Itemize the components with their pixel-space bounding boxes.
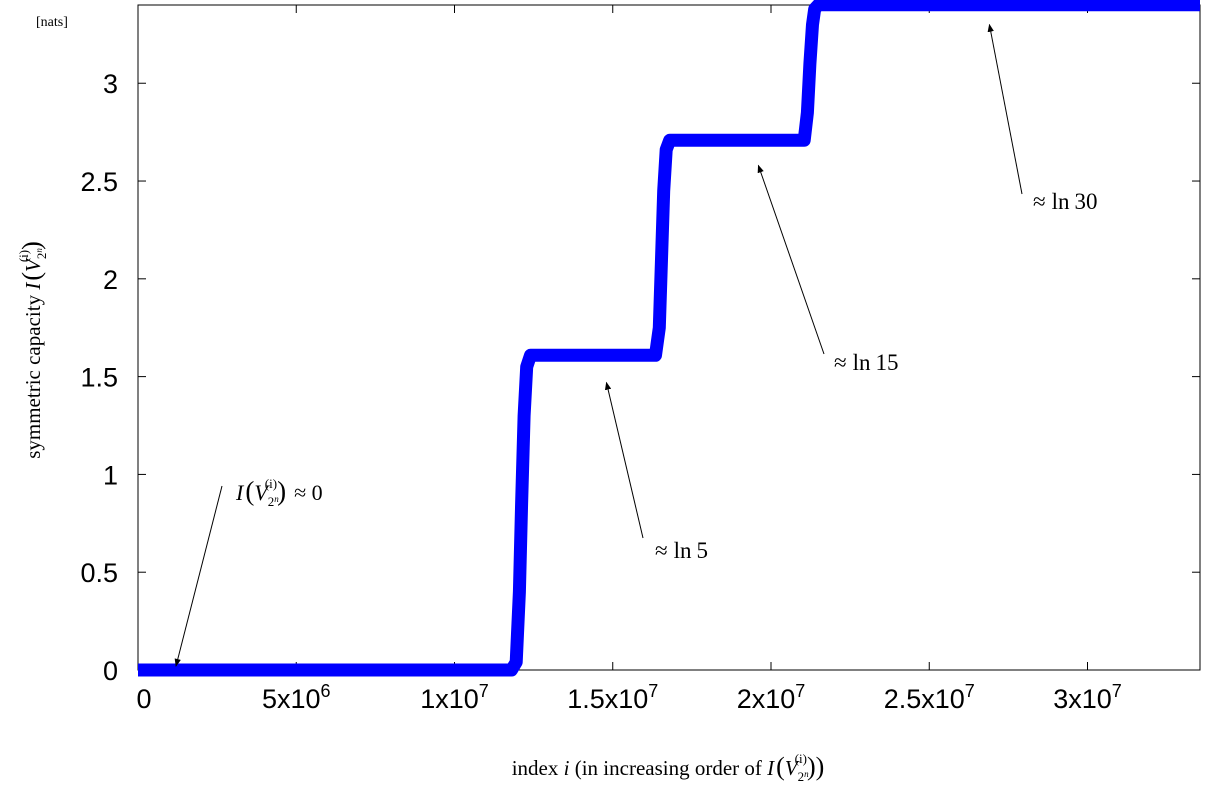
annotation-arrow	[604, 381, 644, 539]
x-tick-label: 0	[136, 684, 151, 714]
annotation-arrow	[757, 164, 825, 355]
x-tick-label: 2x107	[737, 681, 806, 714]
x-axis-ticks: 0 5x106 1x107 1.5x107 2x107 2.5x107 3x107	[136, 5, 1122, 714]
y-tick-label: 0.5	[80, 558, 118, 588]
annotation-label-ln5: ≈ ln 5	[655, 538, 708, 563]
y-axis-label: symmetric capacity I(V2n(i))	[16, 241, 49, 459]
y-tick-label: 2.5	[80, 167, 118, 197]
plot-frame	[137, 4, 1201, 671]
annotation-label-ln15: ≈ ln 15	[834, 350, 899, 375]
annotation-label-zero: I(V2n(i)) ≈ 0	[235, 476, 323, 509]
y-tick-label: 3	[103, 69, 118, 99]
x-axis-label: index i (in increasing order of I(V2n(i)…	[512, 751, 825, 784]
y-tick-label: 1	[103, 460, 118, 490]
x-tick-label: 3x107	[1053, 681, 1122, 714]
annotation-arrow	[987, 23, 1023, 195]
y-tick-label: 0	[103, 656, 118, 686]
y-tick-label: 2	[103, 265, 118, 295]
annotation-arrow	[174, 485, 223, 667]
series-layer	[138, 0, 1200, 677]
series-line	[138, 0, 1200, 677]
annotation-label-ln30: ≈ ln 30	[1033, 189, 1098, 214]
y-axis-ticks: 0 0.5 1 1.5 2 2.5 3	[80, 69, 1200, 686]
x-tick-label: 2.5x107	[884, 681, 975, 714]
y-tick-label: 1.5	[80, 363, 118, 393]
unit-label: [nats]	[36, 15, 68, 30]
x-tick-label: 5x106	[262, 681, 331, 714]
annotations-layer	[174, 23, 1023, 667]
x-tick-label: 1.5x107	[567, 681, 658, 714]
x-tick-label: 1x107	[420, 681, 489, 714]
